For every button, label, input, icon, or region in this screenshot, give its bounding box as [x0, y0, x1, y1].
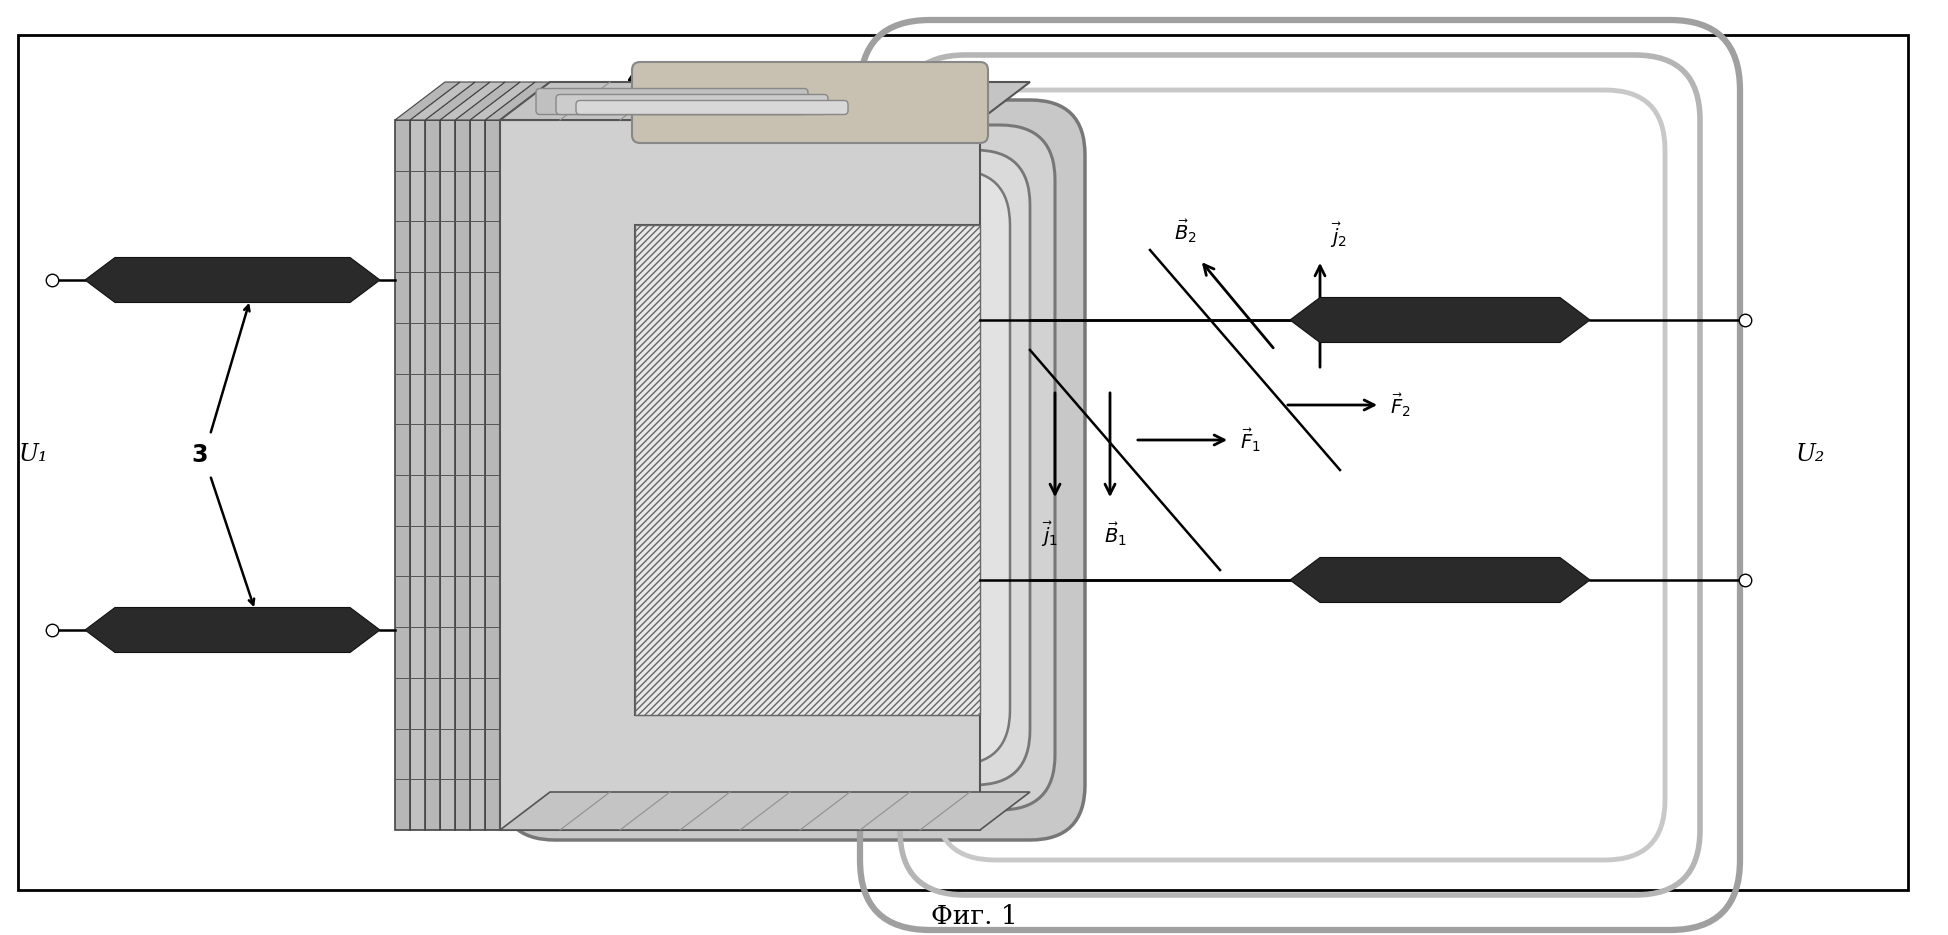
Text: 3: 3	[191, 443, 208, 467]
Text: 4: 4	[627, 68, 643, 92]
Polygon shape	[409, 82, 475, 120]
FancyBboxPatch shape	[555, 94, 828, 114]
Text: $\vec{j}_1$: $\vec{j}_1$	[1042, 520, 1058, 549]
Polygon shape	[1290, 557, 1590, 602]
FancyBboxPatch shape	[577, 100, 847, 114]
Polygon shape	[501, 120, 980, 830]
Polygon shape	[501, 792, 1030, 830]
Polygon shape	[440, 82, 505, 120]
Polygon shape	[456, 82, 520, 120]
Text: $\vec{B}_2$: $\vec{B}_2$	[1173, 218, 1196, 245]
Text: $\vec{F}_1$: $\vec{F}_1$	[1241, 426, 1260, 453]
Polygon shape	[501, 82, 1030, 120]
Text: 5: 5	[873, 68, 888, 92]
Polygon shape	[395, 82, 460, 120]
Polygon shape	[425, 120, 440, 830]
Polygon shape	[635, 225, 980, 715]
Text: $\vec{j}_2$: $\vec{j}_2$	[1330, 221, 1348, 250]
FancyBboxPatch shape	[575, 170, 1009, 765]
Polygon shape	[395, 120, 409, 830]
Polygon shape	[1290, 297, 1590, 342]
Polygon shape	[440, 120, 456, 830]
FancyBboxPatch shape	[536, 89, 808, 114]
Polygon shape	[86, 257, 380, 303]
Text: $\vec{F}_2$: $\vec{F}_2$	[1391, 391, 1410, 419]
Polygon shape	[409, 120, 425, 830]
FancyBboxPatch shape	[555, 150, 1030, 785]
Polygon shape	[485, 82, 549, 120]
Text: 2: 2	[738, 443, 752, 463]
Text: Фиг. 1: Фиг. 1	[931, 904, 1017, 929]
Text: U₁: U₁	[18, 443, 47, 467]
Polygon shape	[86, 608, 380, 653]
Text: $\vec{B}_1$: $\vec{B}_1$	[1103, 520, 1126, 548]
FancyBboxPatch shape	[501, 100, 1085, 840]
Text: U₂: U₂	[1796, 443, 1825, 467]
Text: 1: 1	[843, 153, 857, 173]
FancyBboxPatch shape	[631, 62, 988, 143]
Polygon shape	[485, 120, 501, 830]
Polygon shape	[425, 82, 491, 120]
Polygon shape	[469, 120, 485, 830]
Polygon shape	[469, 82, 536, 120]
FancyBboxPatch shape	[530, 125, 1056, 810]
Polygon shape	[456, 120, 469, 830]
